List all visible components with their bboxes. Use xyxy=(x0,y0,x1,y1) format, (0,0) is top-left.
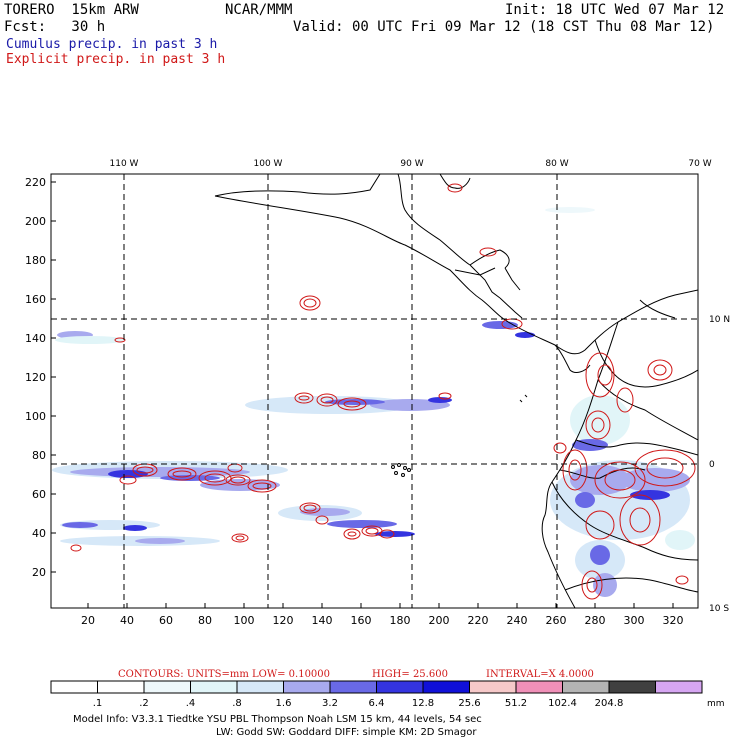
contour-interval: INTERVAL=X 4.0000 xyxy=(486,669,594,680)
x-tick-label: 240 xyxy=(507,614,528,627)
y-tick-label: 220 xyxy=(25,176,46,189)
x-tick-label: 220 xyxy=(468,614,489,627)
map-frame xyxy=(50,173,699,609)
y-tick-label: 200 xyxy=(25,215,46,228)
colorbar-label: 51.2 xyxy=(505,698,527,709)
colorbar-swatch xyxy=(190,680,238,694)
y-tick-label: 120 xyxy=(25,371,46,384)
x-tick-label: 160 xyxy=(351,614,372,627)
lon-label: 70 W xyxy=(688,159,711,169)
x-tick-label: 80 xyxy=(198,614,212,627)
colorbar-label: .8 xyxy=(232,698,242,709)
field-cumulus-label: Cumulus precip. in past 3 h xyxy=(6,37,218,52)
y-tick-label: 140 xyxy=(25,332,46,345)
colorbar-swatch xyxy=(50,680,98,694)
model-name: TORERO 15km ARW xyxy=(4,2,139,18)
lat-label: 10 N xyxy=(709,315,730,325)
colorbar-label: 3.2 xyxy=(322,698,338,709)
colorbar-swatch xyxy=(469,680,517,694)
colorbar-swatch xyxy=(608,680,656,694)
x-tick-label: 20 xyxy=(81,614,95,627)
x-tick-label: 100 xyxy=(234,614,255,627)
lon-label: 110 W xyxy=(110,159,139,169)
x-tick-label: 300 xyxy=(624,614,645,627)
galapagos-islands xyxy=(391,463,411,477)
y-tick-label: 160 xyxy=(25,293,46,306)
x-tick-label: 140 xyxy=(312,614,333,627)
colorbar-label: 25.6 xyxy=(458,698,480,709)
lon-label: 80 W xyxy=(545,159,568,169)
y-tick-label: 180 xyxy=(25,254,46,267)
y-tick-label: 20 xyxy=(32,566,46,579)
lon-label: 90 W xyxy=(400,159,423,169)
colorbar-swatch xyxy=(283,680,331,694)
lat-label: 10 S xyxy=(709,604,729,614)
colorbar-swatch xyxy=(562,680,610,694)
contour-high: HIGH= 25.600 xyxy=(372,669,448,680)
lat-lon-grid xyxy=(51,174,698,608)
field-explicit-label: Explicit precip. in past 3 h xyxy=(6,52,226,67)
valid-time: Valid: 00 UTC Fri 09 Mar 12 (18 CST Thu … xyxy=(293,19,715,35)
x-tick-label: 120 xyxy=(273,614,294,627)
x-tick-label: 40 xyxy=(120,614,134,627)
coastlines xyxy=(214,174,698,608)
x-tick-label: 180 xyxy=(390,614,411,627)
colorbar-label: .1 xyxy=(93,698,103,709)
colorbar-label: .2 xyxy=(139,698,149,709)
colorbar xyxy=(50,680,703,694)
colorbar-label: 12.8 xyxy=(412,698,434,709)
contour-units: CONTOURS: UNITS=mm LOW= 0.10000 xyxy=(118,669,330,680)
lon-label: 100 W xyxy=(254,159,283,169)
x-tick-label: 280 xyxy=(585,614,606,627)
lat-label: 0 xyxy=(709,460,715,470)
colorbar-label: .4 xyxy=(186,698,196,709)
colorbar-swatch xyxy=(97,680,145,694)
colorbar-swatch xyxy=(422,680,470,694)
physics-info: LW: Godd SW: Goddard DIFF: simple KM: 2D… xyxy=(216,727,477,738)
colorbar-label: 1.6 xyxy=(276,698,292,709)
colorbar-swatch xyxy=(143,680,191,694)
init-time: Init: 18 UTC Wed 07 Mar 12 xyxy=(505,2,725,18)
colorbar-swatch xyxy=(329,680,377,694)
colorbar-swatch xyxy=(655,680,703,694)
colorbar-label: 102.4 xyxy=(548,698,577,709)
y-axis xyxy=(51,181,56,573)
x-tick-label: 260 xyxy=(546,614,567,627)
x-tick-label: 60 xyxy=(159,614,173,627)
colorbar-label: 204.8 xyxy=(595,698,624,709)
x-tick-label: 320 xyxy=(663,614,684,627)
y-tick-label: 80 xyxy=(32,449,46,462)
model-info: Model Info: V3.3.1 Tiedtke YSU PBL Thomp… xyxy=(73,714,482,725)
colorbar-swatch xyxy=(236,680,284,694)
y-tick-label: 100 xyxy=(25,410,46,423)
colorbar-swatch xyxy=(376,680,424,694)
x-axis xyxy=(87,603,674,608)
y-tick-label: 60 xyxy=(32,488,46,501)
explicit-precip-contours xyxy=(70,183,696,600)
forecast-hour: Fcst: 30 h xyxy=(4,19,106,35)
organization-label: NCAR/MMM xyxy=(225,2,293,18)
y-tick-label: 40 xyxy=(32,527,46,540)
x-tick-label: 200 xyxy=(429,614,450,627)
colorbar-label: 6.4 xyxy=(369,698,385,709)
colorbar-swatch xyxy=(515,680,563,694)
colorbar-units: mm xyxy=(707,699,725,709)
